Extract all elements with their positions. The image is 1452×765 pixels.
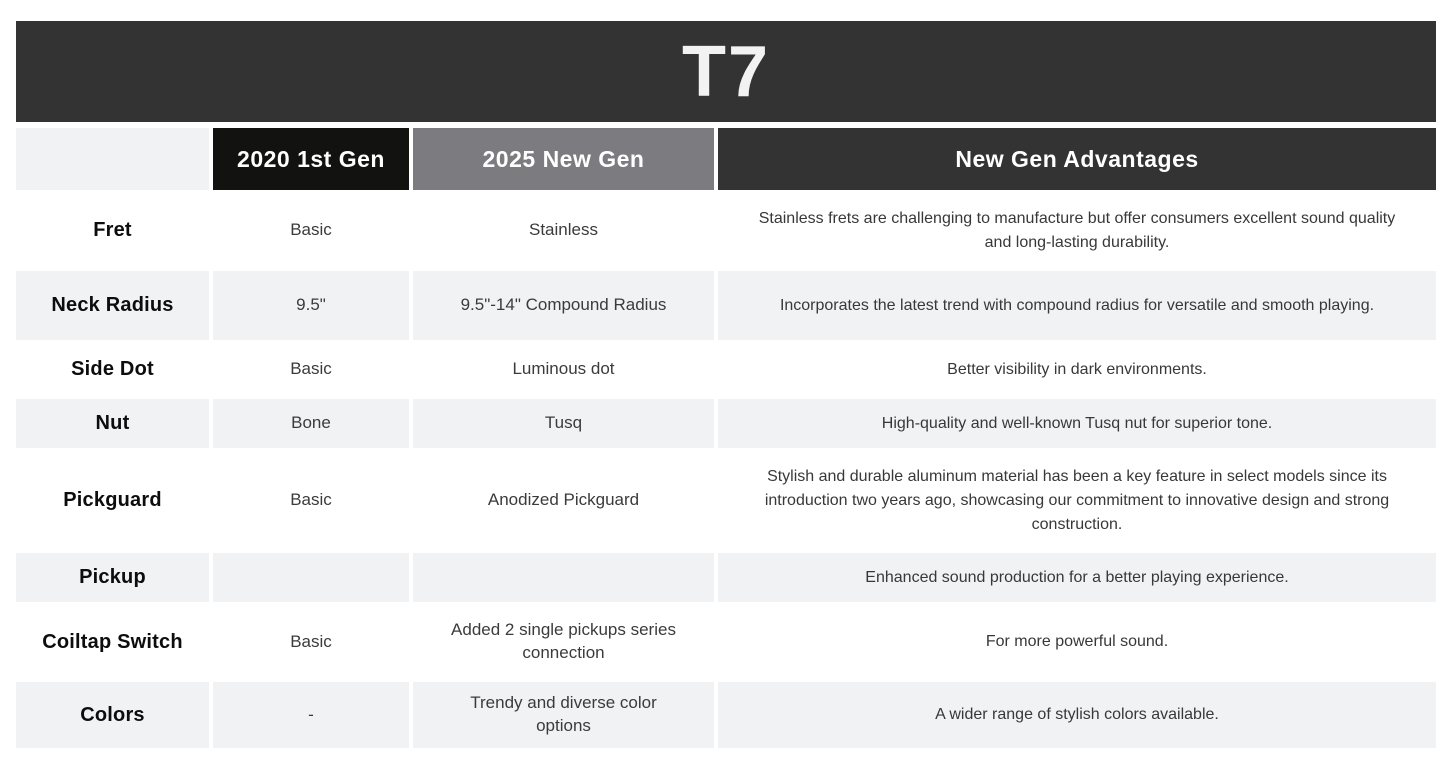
comparison-table: 2020 1st Gen 2025 New Gen New Gen Advant… bbox=[16, 128, 1436, 748]
cell-colors-advantage: A wider range of stylish colors availabl… bbox=[718, 682, 1436, 748]
cell-colors-2025: Trendy and diverse color options bbox=[413, 682, 714, 748]
column-header-2020-1st-gen: 2020 1st Gen bbox=[213, 128, 409, 190]
column-header-label: New Gen Advantages bbox=[955, 145, 1199, 172]
cell-pickguard-2020: Basic bbox=[290, 490, 332, 510]
advantage-text: Better visibility in dark environments. bbox=[947, 360, 1207, 378]
advantage-text: For more powerful sound. bbox=[985, 633, 1169, 650]
cell-fret-2020: Basic bbox=[290, 220, 332, 240]
cell-fret-advantage: Stainless frets are challenging to manuf… bbox=[718, 194, 1436, 267]
row-label-fret: Fret bbox=[93, 219, 132, 241]
cell-side-dot-advantage: Better visibility in dark environments. bbox=[718, 344, 1436, 395]
cell-side-dot-2025: Luminous dot bbox=[512, 359, 615, 379]
cell-neck-radius-2020: 9.5" bbox=[213, 271, 409, 340]
cell-neck-radius-advantage: Incorporates the latest trend with compo… bbox=[718, 271, 1436, 340]
advantage-text: A wider range of stylish colors availabl… bbox=[935, 706, 1219, 723]
row-label-neck-radius: Neck Radius bbox=[16, 271, 209, 340]
column-header-label: 2020 1st Gen bbox=[237, 145, 385, 172]
cell-pickguard-2025: Anodized Pickguard bbox=[487, 490, 640, 510]
cell-neck-radius-2025: 9.5"-14" Compound Radius bbox=[413, 271, 714, 340]
advantage-text: Enhanced sound production for a better p… bbox=[865, 568, 1289, 586]
row-label-nut: Nut bbox=[16, 399, 209, 448]
cell-pickguard-advantage: Stylish and durable aluminum material ha… bbox=[718, 452, 1436, 549]
cell-coiltap-switch-2025: Added 2 single pickups series connection bbox=[451, 620, 676, 662]
row-label-colors: Colors bbox=[16, 682, 209, 748]
cell-coiltap-switch-advantage: For more powerful sound. bbox=[718, 606, 1436, 678]
header-blank-cell bbox=[16, 128, 209, 190]
row-label-coiltap-switch: Coiltap Switch bbox=[42, 630, 183, 653]
advantage-text: Incorporates the latest trend with compo… bbox=[779, 296, 1375, 314]
cell-coiltap-switch-2020: Basic bbox=[290, 631, 332, 651]
column-header-label: 2025 New Gen bbox=[482, 145, 645, 172]
cell-nut-2025: Tusq bbox=[413, 399, 714, 448]
advantage-text: High-quality and well-known Tusq nut for… bbox=[881, 414, 1273, 432]
cell-pickup-advantage: Enhanced sound production for a better p… bbox=[718, 553, 1436, 602]
cell-nut-advantage: High-quality and well-known Tusq nut for… bbox=[718, 399, 1436, 448]
row-label-pickup: Pickup bbox=[16, 553, 209, 602]
column-header-2025-new-gen: 2025 New Gen bbox=[413, 128, 714, 190]
advantage-text: Stainless frets are challenging to manuf… bbox=[758, 209, 1396, 251]
cell-nut-2020: Bone bbox=[213, 399, 409, 448]
column-header-new-gen-advantages: New Gen Advantages bbox=[718, 128, 1436, 190]
cell-side-dot-2020: Basic bbox=[290, 359, 332, 379]
title-bar: T7 bbox=[16, 21, 1436, 122]
product-title: T7 bbox=[681, 31, 771, 112]
advantage-text: Stylish and durable aluminum material ha… bbox=[764, 467, 1390, 533]
row-label-pickguard: Pickguard bbox=[63, 489, 162, 511]
cell-pickup-2025 bbox=[413, 553, 714, 602]
row-label-side-dot: Side Dot bbox=[71, 358, 154, 380]
cell-colors-2020: - bbox=[213, 682, 409, 748]
cell-fret-2025: Stainless bbox=[529, 220, 598, 240]
cell-pickup-2020 bbox=[213, 553, 409, 602]
